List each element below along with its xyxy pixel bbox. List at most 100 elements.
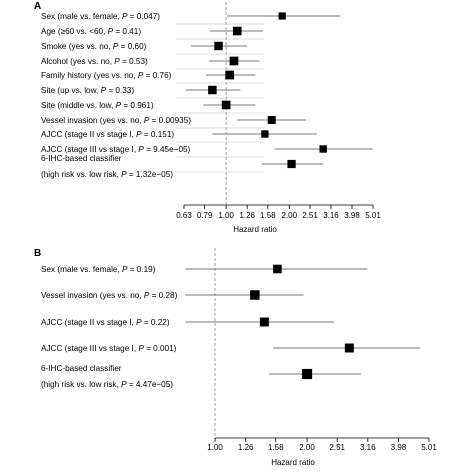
p-value: = 0.047): [127, 12, 160, 21]
x-tick-label: 2.51: [302, 211, 318, 220]
row-label: AJCC (stage II vs stage I, P = 0.151): [41, 130, 174, 139]
panel-b: B 1.00 1.26 1.58 2.00 2.51 3.16 3.98 5.01 Hazard …: [34, 248, 437, 467]
row-label-text: Vessel invasion (yes vs. no,: [41, 291, 144, 300]
row-label: Sex (male vs. female, P = 0.19): [41, 265, 156, 274]
x-tick-label: 3.16: [323, 211, 339, 220]
forest-row: Sex (male vs. female, P = 0.047): [41, 12, 341, 25]
p-value: = 0.00935): [149, 116, 191, 125]
row-label: Sex (male vs. female, P = 0.047): [41, 12, 160, 21]
row-label: Vessel invasion (yes vs. no, P = 0.28): [41, 291, 178, 300]
x-tick-label: 3.98: [391, 443, 407, 452]
hr-point-box: [278, 12, 286, 20]
p-value: = 0.22): [142, 318, 170, 327]
p-value: = 0.41): [113, 27, 141, 36]
p-symbol: P: [136, 318, 142, 327]
p-symbol: P: [136, 130, 142, 139]
row-label: Family history (yes vs. no, P = 0.76): [41, 71, 172, 80]
hr-point-box: [208, 85, 217, 95]
hr-point-box: [232, 26, 242, 36]
p-symbol: P: [122, 12, 128, 21]
forest-row: Vessel invasion (yes vs. no, P = 0.00935…: [41, 116, 306, 129]
hr-point-box: [259, 317, 269, 327]
hr-point-box: [287, 159, 296, 169]
p-symbol: P: [138, 145, 144, 154]
p-symbol: P: [144, 116, 150, 125]
x-tick-label: 1.00: [207, 443, 223, 452]
x-tick-label: 3.98: [344, 211, 360, 220]
p-value: = 4.47e−05): [127, 380, 174, 389]
row-label-text: Sex (male vs. female,: [41, 12, 122, 21]
row-label-text: Smoke (yes vs. no,: [41, 42, 113, 51]
forest-row: AJCC (stage III vs stage I, P = 9.45e−05…: [41, 145, 373, 158]
forest-row: 6-IHC-based classifier (high risk vs. low…: [41, 364, 361, 389]
p-value: = 0.001): [144, 344, 177, 353]
hr-point-box: [273, 264, 282, 274]
forest-row: AJCC (stage III vs stage I, P = 0.001): [41, 343, 421, 353]
x-tick-label: 1.26: [238, 443, 254, 452]
row-label-line2: (high risk vs. low risk, P = 1.32e−05): [41, 170, 173, 179]
forest-row: Sex (male vs. female, P = 0.19): [41, 264, 368, 274]
p-symbol: P: [144, 291, 150, 300]
hr-point-box: [225, 70, 235, 80]
forest-row: AJCC (stage II vs stage I, P = 0.151): [41, 130, 317, 143]
row-label-text: AJCC (stage III vs stage I,: [41, 145, 138, 154]
hr-point-box: [214, 41, 223, 51]
row-label-text: Alcohol (yes vs. no,: [41, 57, 114, 66]
row-label-text: (high risk vs. low risk,: [41, 380, 121, 389]
panel-label: A: [34, 1, 41, 12]
row-label: Alcohol (yes vs. no, P = 0.53): [41, 57, 148, 66]
p-symbol: P: [116, 101, 122, 110]
row-label-text: Site (up vs. low,: [41, 86, 101, 95]
hr-point-box: [344, 343, 354, 353]
hr-point-box: [319, 145, 327, 153]
p-symbol: P: [122, 265, 128, 274]
p-value: = 1.32e−05): [127, 170, 174, 179]
x-tick-label: 3.16: [360, 443, 376, 452]
p-value: = 0.151): [142, 130, 175, 139]
p-value: = 0.28): [149, 291, 177, 300]
p-symbol: P: [121, 170, 127, 179]
row-label-text: Sex (male vs. female,: [41, 265, 122, 274]
row-label-text: AJCC (stage II vs stage I,: [41, 318, 136, 327]
hr-point-box: [267, 116, 276, 124]
x-tick-label: 0.79: [197, 211, 213, 220]
forest-row: Family history (yes vs. no, P = 0.76): [41, 70, 264, 84]
hr-point-box: [261, 130, 269, 138]
row-label-text: Site (middle vs. low,: [41, 101, 116, 110]
row-label: Site (middle vs. low, P = 0.961): [41, 101, 154, 110]
row-label-text: AJCC (stage III vs stage I,: [41, 344, 138, 353]
row-label: Age (≥60 vs. <60, P = 0.41): [41, 27, 141, 36]
p-value: = 9.45e−05): [144, 145, 191, 154]
x-tick-label: 2.00: [282, 211, 298, 220]
x-tick-label: 0.63: [176, 211, 192, 220]
x-tick-label: 1.00: [218, 211, 234, 220]
p-value: = 0.33): [106, 86, 134, 95]
row-label: Vessel invasion (yes vs. no, P = 0.00935…: [41, 116, 191, 125]
row-label-text: (high risk vs. low risk,: [41, 170, 121, 179]
p-symbol: P: [114, 57, 120, 66]
p-value: = 0.961): [121, 101, 154, 110]
row-label-text: Age (≥60 vs. <60,: [41, 27, 108, 36]
p-value: = 0.76): [143, 71, 171, 80]
row-label: 6-IHC-based classifier: [41, 154, 122, 163]
row-label-text: Vessel invasion (yes vs. no,: [41, 116, 144, 125]
hr-point-box: [250, 290, 260, 300]
x-tick-label: 5.01: [421, 443, 437, 452]
p-value: = 0.19): [127, 265, 155, 274]
x-tick-label: 1.58: [268, 443, 284, 452]
hr-point-box: [229, 56, 239, 66]
row-label: 6-IHC-based classifier: [41, 364, 122, 373]
forest-row: Site (middle vs. low, P = 0.961): [41, 100, 264, 114]
p-value: = 0.53): [120, 57, 148, 66]
forest-row: Vessel invasion (yes vs. no, P = 0.28): [41, 290, 304, 300]
p-symbol: P: [101, 86, 107, 95]
p-symbol: P: [138, 344, 144, 353]
row-label: AJCC (stage II vs stage I, P = 0.22): [41, 318, 170, 327]
row-label-line2: (high risk vs. low risk, P = 4.47e−05): [41, 380, 173, 389]
p-symbol: P: [121, 380, 127, 389]
forest-row: 6-IHC-based classifier (high risk vs. low…: [41, 154, 324, 179]
x-tick-label: 5.01: [365, 211, 381, 220]
hr-point-box: [221, 100, 231, 110]
x-axis-label: Hazard ratio: [233, 225, 277, 234]
